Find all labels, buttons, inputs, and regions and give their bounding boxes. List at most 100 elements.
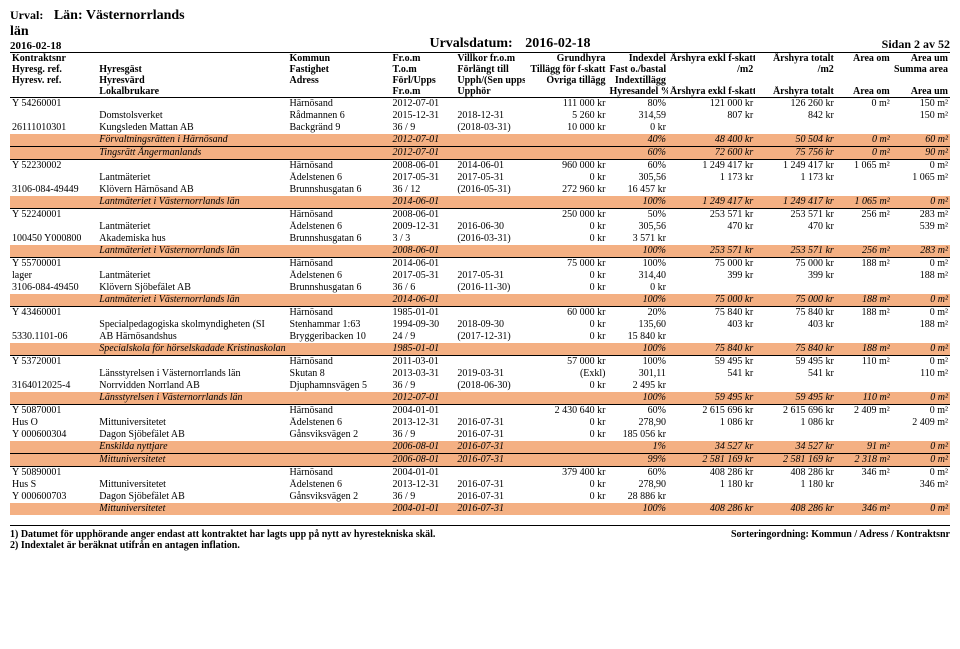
cell: Härnösand [288,356,391,369]
table-body: Y 54260001Härnösand2012-07-01111 000 kr8… [10,98,950,516]
cell [836,122,892,134]
cell: 60% [608,405,668,418]
cell: 346 m² [892,479,950,491]
data-row: LantmäterietÄdelstenen 62009-12-312016-0… [10,221,950,233]
cell: 0 m² [892,467,950,480]
cell: 110 m² [836,392,892,405]
cell: (2018-03-31) [455,122,524,134]
cell: 100% [608,392,668,405]
data-row: Y 53720001Härnösand2011-03-0157 000 kr10… [10,356,950,369]
cell: Mittuniversitetet [97,417,287,429]
cell: 2016-07-31 [455,454,524,467]
cell: Brunnshusgatan 6 [288,184,391,196]
summary-row: Lantmäteriet i Västernorrlands län2014-0… [10,294,950,307]
col-header: Förlängt till [455,64,524,75]
cell [836,368,892,380]
cell [10,221,97,233]
cell: 188 m² [836,307,892,320]
cell: Länsstyrelsen i Västernorrlands län [97,368,287,380]
cell [10,294,97,307]
cell: 75 756 kr [755,147,836,160]
cell: 75 840 kr [668,343,755,356]
summary-row: Lantmäteriet i Västernorrlands län2008-0… [10,245,950,258]
col-header: Indextillägg [608,75,668,86]
cell: 2017-05-31 [390,270,455,282]
cell [10,454,97,467]
cell: 1 249 417 kr [755,160,836,173]
cell: Lantmäteriet i Västernorrlands län [97,294,287,307]
urval-label: Urval: [10,8,43,22]
cell [892,122,950,134]
cell: 59 495 kr [668,356,755,369]
col-header: Lokalbrukare [97,86,287,98]
cell: 2018-09-30 [455,319,524,331]
cell: 0 kr [525,380,608,392]
cell: 470 kr [668,221,755,233]
cell: 0 m² [892,356,950,369]
summary-row: Mittuniversitetet2006-08-012016-07-3199%… [10,454,950,467]
data-row: Hus SMittuniversitetetÄdelstenen 62013-1… [10,479,950,491]
cell: Ädelstenen 6 [288,221,391,233]
cell: (2016-11-30) [455,282,524,294]
cell: 2013-12-31 [390,479,455,491]
cell: 5 260 kr [525,110,608,122]
cell: 1 173 kr [755,172,836,184]
cell: 2004-01-01 [390,405,455,418]
cell [836,429,892,441]
cell: 250 000 kr [525,209,608,222]
col-header [668,75,755,86]
cell: 0 kr [525,429,608,441]
cell [288,294,391,307]
col-header: /m2 [755,64,836,75]
cell: Mittuniversitetet [97,454,287,467]
cell: 2012-07-01 [390,392,455,405]
cell [97,356,287,369]
cell: 314,40 [608,270,668,282]
cell: 0 kr [525,270,608,282]
cell: 539 m² [892,221,950,233]
cell [455,343,524,356]
cell: 188 m² [836,258,892,271]
cell: 48 400 kr [668,134,755,147]
col-header: Övriga tillägg [525,75,608,86]
cell: 1 249 417 kr [755,196,836,209]
cell: Djuphamnsvägen 5 [288,380,391,392]
col-header: Hyresvärd [97,75,287,86]
cell: 1 086 kr [668,417,755,429]
cell [755,282,836,294]
cell [836,331,892,343]
cell: Y 55700001 [10,258,97,271]
sort-order: Sorteringordning: Kommun / Adress / Kont… [731,529,950,551]
cell: 346 m² [836,467,892,480]
cell: 0 m² [892,160,950,173]
data-row: Y 55700001Härnösand2014-06-0175 000 kr10… [10,258,950,271]
cell: 34 527 kr [668,441,755,454]
cell: lager [10,270,97,282]
cell [892,429,950,441]
cell: Y 54260001 [10,98,97,111]
col-header: Tillägg för f-skatt [525,64,608,75]
cell: 2 495 kr [608,380,668,392]
col-header [755,75,836,86]
cell: 2006-08-01 [390,441,455,454]
cell: 24 / 9 [390,331,455,343]
cell: 36 / 6 [390,282,455,294]
cell [836,491,892,503]
cell [836,221,892,233]
cell: Y 50870001 [10,405,97,418]
cell: 408 286 kr [755,467,836,480]
cell: (Exkl) [525,368,608,380]
cell: 0 m² [836,147,892,160]
data-row: Y 000600703Dagon Sjöbefälet ABGånsviksvä… [10,491,950,503]
summary-row: Länsstyrelsen i Västernorrlands län2012-… [10,392,950,405]
col-header: Fr.o.m [390,86,455,98]
cell: 59 495 kr [755,392,836,405]
cell [836,417,892,429]
cell [97,160,287,173]
cell: 2016-07-31 [455,503,524,515]
cell: 91 m² [836,441,892,454]
cell [668,233,755,245]
cell: 2012-07-01 [390,98,455,111]
data-row: Y 43460001Härnösand1985-01-0160 000 kr20… [10,307,950,320]
cell: 75 840 kr [755,343,836,356]
